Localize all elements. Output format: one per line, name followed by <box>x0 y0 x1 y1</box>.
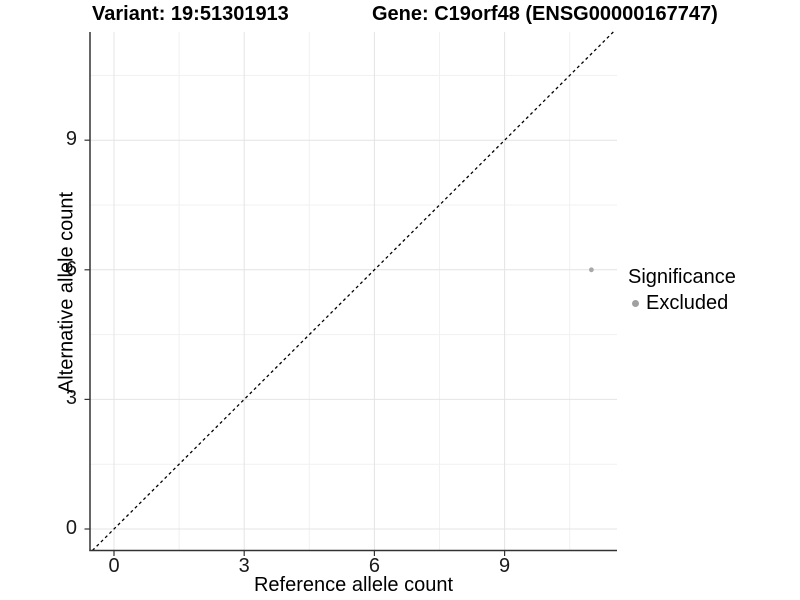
data-point <box>589 267 594 273</box>
x-tick-label: 9 <box>499 555 511 577</box>
variant-title: Variant: 19:51301913 <box>92 3 289 25</box>
y-tick-label: 9 <box>65 128 77 151</box>
y-tick-label: 0 <box>65 517 77 539</box>
legend-title: Significance <box>628 266 736 288</box>
legend: Significance Excluded <box>628 266 736 315</box>
x-tick-label: 6 <box>368 555 380 577</box>
identity-dashed-line <box>91 31 614 551</box>
legend-item-label: Excluded <box>646 292 729 314</box>
legend-point-icon <box>632 300 639 307</box>
legend-item-excluded: Excluded <box>628 292 736 315</box>
x-axis-title: Reference allele count <box>253 574 453 596</box>
gene-title: Gene: C19orf48 (ENSG00000167747) <box>372 3 718 25</box>
y-tick-label: 6 <box>65 257 77 280</box>
y-tick-label: 3 <box>65 387 77 410</box>
x-tick-label: 3 <box>238 555 250 577</box>
x-tick-label: 0 <box>108 555 120 577</box>
y-axis-title: Alternative allele count <box>55 191 78 394</box>
